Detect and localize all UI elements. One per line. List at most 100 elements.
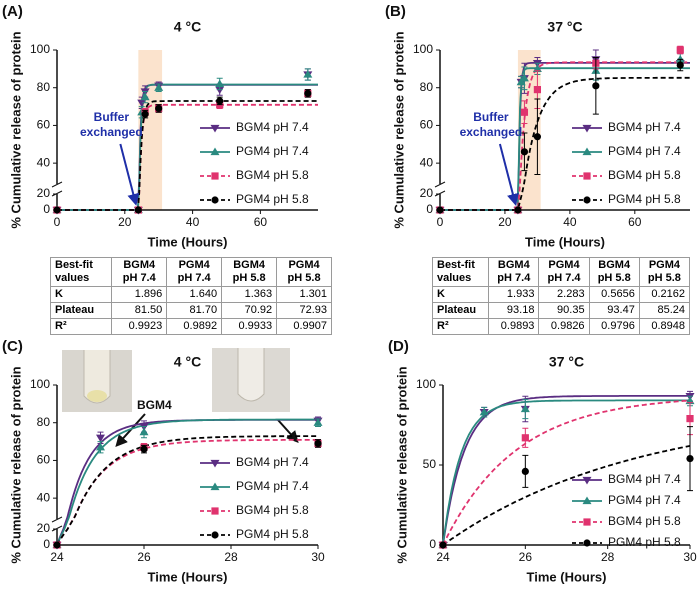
- marker: [436, 206, 444, 214]
- legend-label: BGM4 pH 5.8: [608, 168, 681, 182]
- y-tick-label: 50: [423, 457, 437, 471]
- panel-label: (A): [2, 3, 23, 20]
- x-axis-label: Time (Hours): [527, 569, 607, 584]
- marker: [520, 404, 530, 413]
- x-axis-label: Time (Hours): [148, 234, 228, 249]
- legend-label: PGM4 pH 7.4: [608, 144, 681, 158]
- marker: [313, 418, 323, 426]
- value-cell: 1.363: [221, 286, 278, 303]
- marker: [303, 70, 313, 78]
- x-tick-label: 0: [54, 215, 61, 229]
- y-tick-label: 100: [413, 42, 433, 56]
- legend-label: PGM4 pH 5.8: [608, 535, 681, 549]
- value-cell: 0.9892: [166, 318, 223, 335]
- marker: [137, 99, 147, 108]
- legend-marker: [210, 482, 220, 491]
- x-tick-label: 26: [519, 550, 533, 564]
- panel-label: (C): [2, 338, 23, 355]
- image-label: BGM4: [137, 398, 172, 412]
- x-tick-label: 26: [137, 550, 151, 564]
- header-cell: Best-fit values: [431, 257, 490, 287]
- legend-label: PGM4 pH 7.4: [608, 493, 681, 507]
- marker: [304, 89, 312, 97]
- x-tick-label: 40: [563, 215, 577, 229]
- row-label: R²: [431, 318, 490, 335]
- value-cell: 81.70: [166, 302, 223, 319]
- y-tick-label: 0: [429, 537, 436, 551]
- marker: [96, 442, 105, 451]
- table-row: R² 0.9893 0.9826 0.9796 0.8948: [431, 318, 691, 335]
- value-cell: 1.933: [488, 286, 540, 303]
- y-tick-label: 40: [420, 155, 434, 169]
- marker: [520, 148, 529, 156]
- value-cell: 1.640: [166, 286, 223, 303]
- row-label: Plateau: [49, 302, 113, 319]
- marker: [533, 133, 542, 141]
- y-axis-label: % Cumulative release of protein: [391, 31, 406, 228]
- value-cell: 1.896: [111, 286, 168, 303]
- y-tick-label: 40: [37, 155, 51, 169]
- header-cell: PGM4 pH 5.8: [638, 257, 691, 287]
- marker: [521, 467, 529, 475]
- marker: [215, 86, 225, 95]
- y-tick-label: 80: [37, 80, 51, 94]
- x-tick-label: 28: [224, 550, 238, 564]
- legend-label: BGM4 pH 5.8: [608, 514, 681, 528]
- axis-break: [51, 181, 63, 188]
- header-cell: BGM4 pH 7.4: [111, 257, 168, 287]
- photo: [212, 348, 290, 412]
- value-cell: 0.9893: [488, 318, 540, 335]
- x-tick-label: 60: [628, 215, 642, 229]
- marker: [216, 97, 224, 105]
- legend-marker: [582, 147, 592, 156]
- legend-label: PGM4 pH 5.8: [608, 192, 681, 206]
- legend-marker: [210, 147, 220, 156]
- marker: [439, 541, 447, 549]
- legend-label: BGM4 pH 7.4: [236, 455, 309, 469]
- chart-title: 37 °C: [549, 354, 584, 370]
- y-tick-label: 100: [30, 42, 50, 56]
- fit-curve: [442, 399, 691, 546]
- x-tick-label: 60: [254, 215, 268, 229]
- annotation: Buffer: [94, 110, 130, 124]
- legend-marker: [210, 124, 220, 133]
- y-tick-label: 20: [37, 521, 51, 535]
- table-row: Plateau 81.50 81.70 70.92 72.93: [49, 302, 332, 319]
- marker: [532, 64, 542, 73]
- value-cell: 2.283: [538, 286, 590, 303]
- legend-label: PGM4 pH 7.4: [236, 479, 309, 493]
- x-axis-label: Time (Hours): [525, 234, 605, 249]
- row-label: Plateau: [431, 302, 490, 319]
- legend-marker: [211, 507, 219, 515]
- photo: [62, 350, 132, 412]
- arrow: [277, 419, 299, 443]
- header-cell: PGM4 pH 7.4: [538, 257, 590, 287]
- y-tick-label: 60: [37, 453, 51, 467]
- fit-curve: [57, 100, 318, 211]
- y-tick-label: 60: [420, 118, 434, 132]
- annotation: Buffer: [473, 110, 509, 124]
- panel-label: (B): [385, 3, 406, 20]
- marker: [96, 434, 105, 443]
- legend-label: BGM4 pH 7.4: [608, 120, 681, 134]
- legend-marker: [583, 518, 591, 526]
- y-axis-label: % Cumulative release of protein: [8, 31, 23, 228]
- legend-label: BGM4 pH 7.4: [608, 472, 681, 486]
- value-cell: 0.2162: [638, 286, 691, 303]
- value-cell: 72.93: [276, 302, 332, 319]
- legend-label: BGM4 pH 5.8: [236, 168, 309, 182]
- pellet: [87, 390, 107, 402]
- marker: [533, 86, 542, 94]
- value-cell: 85.24: [638, 302, 691, 319]
- value-cell: 1.301: [276, 286, 332, 303]
- x-tick-label: 20: [498, 215, 512, 229]
- x-tick-label: 30: [683, 550, 697, 564]
- marker: [521, 434, 529, 442]
- x-tick-label: 20: [118, 215, 132, 229]
- chart-title: 4 °C: [174, 354, 201, 370]
- legend-marker: [583, 196, 591, 204]
- value-cell: 0.5656: [588, 286, 640, 303]
- axis-break: [51, 516, 63, 523]
